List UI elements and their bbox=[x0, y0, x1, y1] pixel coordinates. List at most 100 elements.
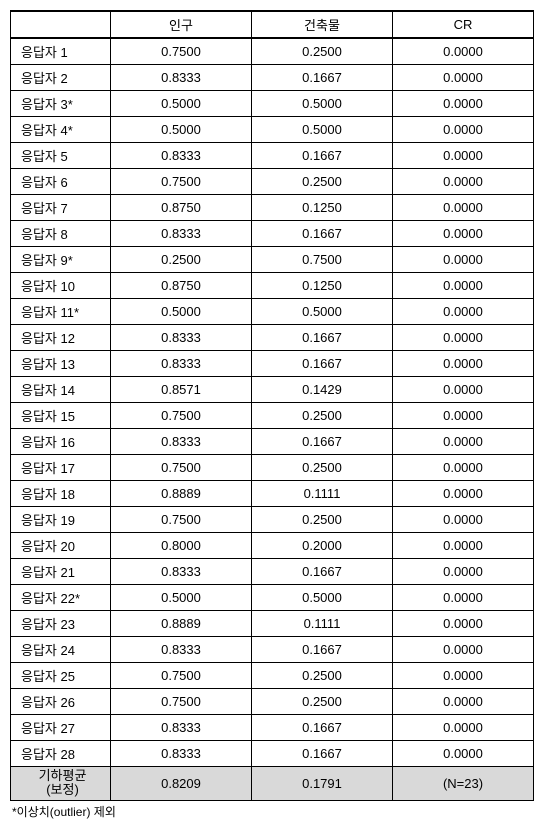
table-row: 응답자 250.75000.25000.0000 bbox=[11, 663, 534, 689]
row-label: 응답자 13 bbox=[11, 351, 111, 377]
cell-value: 0.7500 bbox=[111, 169, 252, 195]
table-body: 응답자 10.75000.25000.0000응답자 20.83330.1667… bbox=[11, 38, 534, 800]
cell-value: 0.0000 bbox=[393, 351, 534, 377]
cell-value: 0.5000 bbox=[252, 117, 393, 143]
table-row: 응답자 70.87500.12500.0000 bbox=[11, 195, 534, 221]
cell-value: 0.8750 bbox=[111, 195, 252, 221]
cell-value: 0.0000 bbox=[393, 65, 534, 91]
row-label: 응답자 24 bbox=[11, 637, 111, 663]
row-label: 응답자 21 bbox=[11, 559, 111, 585]
summary-value: (N=23) bbox=[393, 767, 534, 801]
row-label: 응답자 10 bbox=[11, 273, 111, 299]
col-header-blank bbox=[11, 11, 111, 38]
cell-value: 0.7500 bbox=[111, 403, 252, 429]
table-row: 응답자 60.75000.25000.0000 bbox=[11, 169, 534, 195]
table-row: 응답자 80.83330.16670.0000 bbox=[11, 221, 534, 247]
cell-value: 0.1111 bbox=[252, 481, 393, 507]
row-label: 응답자 20 bbox=[11, 533, 111, 559]
cell-value: 0.0000 bbox=[393, 611, 534, 637]
cell-value: 0.0000 bbox=[393, 273, 534, 299]
cell-value: 0.1667 bbox=[252, 351, 393, 377]
cell-value: 0.0000 bbox=[393, 507, 534, 533]
table-row: 응답자 4*0.50000.50000.0000 bbox=[11, 117, 534, 143]
data-table: 인구 건축물 CR 응답자 10.75000.25000.0000응답자 20.… bbox=[10, 10, 534, 801]
row-label: 응답자 22* bbox=[11, 585, 111, 611]
cell-value: 0.8333 bbox=[111, 559, 252, 585]
table-row: 응답자 11*0.50000.50000.0000 bbox=[11, 299, 534, 325]
row-label: 응답자 12 bbox=[11, 325, 111, 351]
cell-value: 0.0000 bbox=[393, 91, 534, 117]
cell-value: 0.0000 bbox=[393, 195, 534, 221]
cell-value: 0.1667 bbox=[252, 221, 393, 247]
table-row: 응답자 100.87500.12500.0000 bbox=[11, 273, 534, 299]
cell-value: 0.0000 bbox=[393, 221, 534, 247]
cell-value: 0.2500 bbox=[252, 663, 393, 689]
cell-value: 0.8571 bbox=[111, 377, 252, 403]
table-row: 응답자 170.75000.25000.0000 bbox=[11, 455, 534, 481]
table-row: 응답자 160.83330.16670.0000 bbox=[11, 429, 534, 455]
row-label: 응답자 15 bbox=[11, 403, 111, 429]
table-row: 응답자 240.83330.16670.0000 bbox=[11, 637, 534, 663]
cell-value: 0.7500 bbox=[111, 663, 252, 689]
table-row: 응답자 200.80000.20000.0000 bbox=[11, 533, 534, 559]
row-label: 응답자 23 bbox=[11, 611, 111, 637]
table-row: 응답자 210.83330.16670.0000 bbox=[11, 559, 534, 585]
cell-value: 0.0000 bbox=[393, 403, 534, 429]
table-row: 응답자 150.75000.25000.0000 bbox=[11, 403, 534, 429]
row-label: 응답자 26 bbox=[11, 689, 111, 715]
col-header-pop: 인구 bbox=[111, 11, 252, 38]
cell-value: 0.8333 bbox=[111, 351, 252, 377]
table-row: 응답자 20.83330.16670.0000 bbox=[11, 65, 534, 91]
cell-value: 0.0000 bbox=[393, 637, 534, 663]
row-label: 응답자 19 bbox=[11, 507, 111, 533]
row-label: 응답자 9* bbox=[11, 247, 111, 273]
cell-value: 0.1667 bbox=[252, 65, 393, 91]
cell-value: 0.8333 bbox=[111, 65, 252, 91]
cell-value: 0.0000 bbox=[393, 117, 534, 143]
cell-value: 0.0000 bbox=[393, 169, 534, 195]
cell-value: 0.0000 bbox=[393, 663, 534, 689]
cell-value: 0.2000 bbox=[252, 533, 393, 559]
row-label: 응답자 18 bbox=[11, 481, 111, 507]
cell-value: 0.5000 bbox=[111, 117, 252, 143]
table-row: 응답자 50.83330.16670.0000 bbox=[11, 143, 534, 169]
summary-label: 기하평균 (보정) bbox=[11, 767, 111, 801]
table-row: 응답자 120.83330.16670.0000 bbox=[11, 325, 534, 351]
cell-value: 0.1667 bbox=[252, 715, 393, 741]
row-label: 응답자 8 bbox=[11, 221, 111, 247]
cell-value: 0.2500 bbox=[252, 507, 393, 533]
summary-value: 0.1791 bbox=[252, 767, 393, 801]
cell-value: 0.0000 bbox=[393, 741, 534, 767]
cell-value: 0.0000 bbox=[393, 689, 534, 715]
row-label: 응답자 28 bbox=[11, 741, 111, 767]
cell-value: 0.0000 bbox=[393, 325, 534, 351]
cell-value: 0.8750 bbox=[111, 273, 252, 299]
cell-value: 0.8889 bbox=[111, 611, 252, 637]
cell-value: 0.0000 bbox=[393, 38, 534, 65]
cell-value: 0.0000 bbox=[393, 533, 534, 559]
cell-value: 0.0000 bbox=[393, 715, 534, 741]
cell-value: 0.7500 bbox=[111, 38, 252, 65]
cell-value: 0.1667 bbox=[252, 429, 393, 455]
table-row: 응답자 260.75000.25000.0000 bbox=[11, 689, 534, 715]
cell-value: 0.2500 bbox=[252, 689, 393, 715]
cell-value: 0.1667 bbox=[252, 559, 393, 585]
cell-value: 0.7500 bbox=[111, 455, 252, 481]
cell-value: 0.5000 bbox=[111, 585, 252, 611]
cell-value: 0.5000 bbox=[111, 91, 252, 117]
cell-value: 0.5000 bbox=[252, 91, 393, 117]
cell-value: 0.0000 bbox=[393, 143, 534, 169]
cell-value: 0.1667 bbox=[252, 325, 393, 351]
row-label: 응답자 11* bbox=[11, 299, 111, 325]
cell-value: 0.8000 bbox=[111, 533, 252, 559]
row-label: 응답자 14 bbox=[11, 377, 111, 403]
cell-value: 0.0000 bbox=[393, 559, 534, 585]
cell-value: 0.2500 bbox=[252, 455, 393, 481]
cell-value: 0.0000 bbox=[393, 429, 534, 455]
cell-value: 0.0000 bbox=[393, 455, 534, 481]
cell-value: 0.1429 bbox=[252, 377, 393, 403]
cell-value: 0.8333 bbox=[111, 741, 252, 767]
cell-value: 0.2500 bbox=[111, 247, 252, 273]
cell-value: 0.8333 bbox=[111, 221, 252, 247]
cell-value: 0.5000 bbox=[111, 299, 252, 325]
